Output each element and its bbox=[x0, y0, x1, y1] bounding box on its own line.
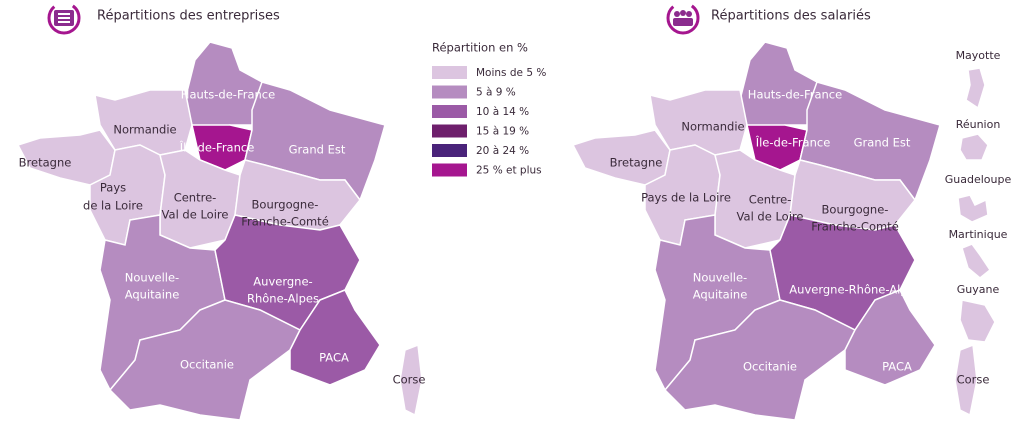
region-label: Martinique bbox=[949, 228, 1008, 241]
region-label: Île-de-France bbox=[179, 140, 255, 155]
region bbox=[184, 41, 263, 129]
region bbox=[399, 343, 423, 417]
region-label: PACA bbox=[319, 351, 349, 365]
region-label: Hauts-de-France bbox=[748, 88, 842, 102]
region-label: Bretagne bbox=[19, 156, 72, 170]
legend-label: 5 à 9 % bbox=[476, 87, 516, 99]
legend-swatch bbox=[432, 144, 467, 157]
region bbox=[957, 194, 989, 223]
icon bbox=[666, 1, 700, 35]
map-title: Répartitions des entreprises bbox=[97, 9, 280, 24]
region bbox=[844, 289, 936, 386]
region-label: Bourgogne- bbox=[252, 198, 319, 212]
region-label: Rhône-Alpes bbox=[247, 292, 319, 306]
legend-label: 20 à 24 % bbox=[476, 145, 529, 157]
legend-label: 15 à 19 % bbox=[476, 126, 529, 138]
region bbox=[954, 343, 978, 417]
region-label: Centre- bbox=[174, 191, 217, 205]
region-label: Bretagne bbox=[610, 156, 663, 170]
region-label: Auvergne- bbox=[253, 275, 312, 289]
region-label: Pays bbox=[100, 181, 126, 195]
region-label: Franche-Comté bbox=[241, 215, 329, 229]
icon bbox=[47, 1, 81, 35]
region-label: Normandie bbox=[681, 120, 744, 134]
legend-swatch bbox=[432, 163, 467, 177]
legend-label: Moins de 5 % bbox=[476, 67, 546, 79]
legend-title: Répartition en % bbox=[432, 41, 528, 55]
region-label: Centre- bbox=[749, 193, 792, 207]
legend-swatch bbox=[432, 66, 467, 79]
legend-label: 25 % et plus bbox=[476, 165, 542, 177]
region bbox=[965, 67, 986, 110]
region-label: Val de Loire bbox=[737, 210, 804, 224]
region-label: Nouvelle- bbox=[693, 271, 747, 285]
region-label: Île-de-France bbox=[755, 135, 831, 150]
region-label: Grand Est bbox=[289, 143, 346, 157]
region-label: Mayotte bbox=[956, 49, 1001, 62]
legend-swatch bbox=[432, 124, 467, 138]
legend-swatch bbox=[432, 85, 467, 99]
region-label: Occitanie bbox=[180, 358, 234, 372]
legend-label: 10 à 14 % bbox=[476, 106, 529, 118]
region-label: Réunion bbox=[956, 118, 1001, 131]
region-label: Aquitaine bbox=[693, 288, 748, 302]
map-title: Répartitions des salariés bbox=[711, 9, 871, 24]
region-label: PACA bbox=[882, 360, 912, 374]
region-label: Val de Loire bbox=[162, 208, 229, 222]
region bbox=[289, 289, 381, 386]
region-label: Corse bbox=[957, 373, 990, 387]
region-label: Guyane bbox=[957, 283, 1000, 296]
region-label: Pays de la Loire bbox=[641, 191, 731, 205]
region bbox=[739, 41, 818, 129]
region-label: Aquitaine bbox=[125, 288, 180, 302]
region-label: Corse bbox=[393, 373, 426, 387]
legend-swatch bbox=[432, 105, 467, 118]
region-label: de la Loire bbox=[83, 199, 143, 213]
region-label: Guadeloupe bbox=[945, 173, 1012, 186]
region bbox=[959, 133, 989, 161]
region-label: Hauts-de-France bbox=[181, 88, 275, 102]
region bbox=[961, 243, 992, 279]
region-label: Normandie bbox=[113, 123, 176, 137]
region-label: Bourgogne- bbox=[822, 203, 889, 217]
region-label: Nouvelle- bbox=[125, 271, 179, 285]
region-label: Franche-Comté bbox=[811, 220, 899, 234]
region bbox=[959, 299, 996, 343]
region-label: Auvergne-Rhône-Alpes bbox=[789, 283, 920, 297]
region-label: Grand Est bbox=[854, 136, 911, 150]
region-label: Occitanie bbox=[743, 360, 797, 374]
